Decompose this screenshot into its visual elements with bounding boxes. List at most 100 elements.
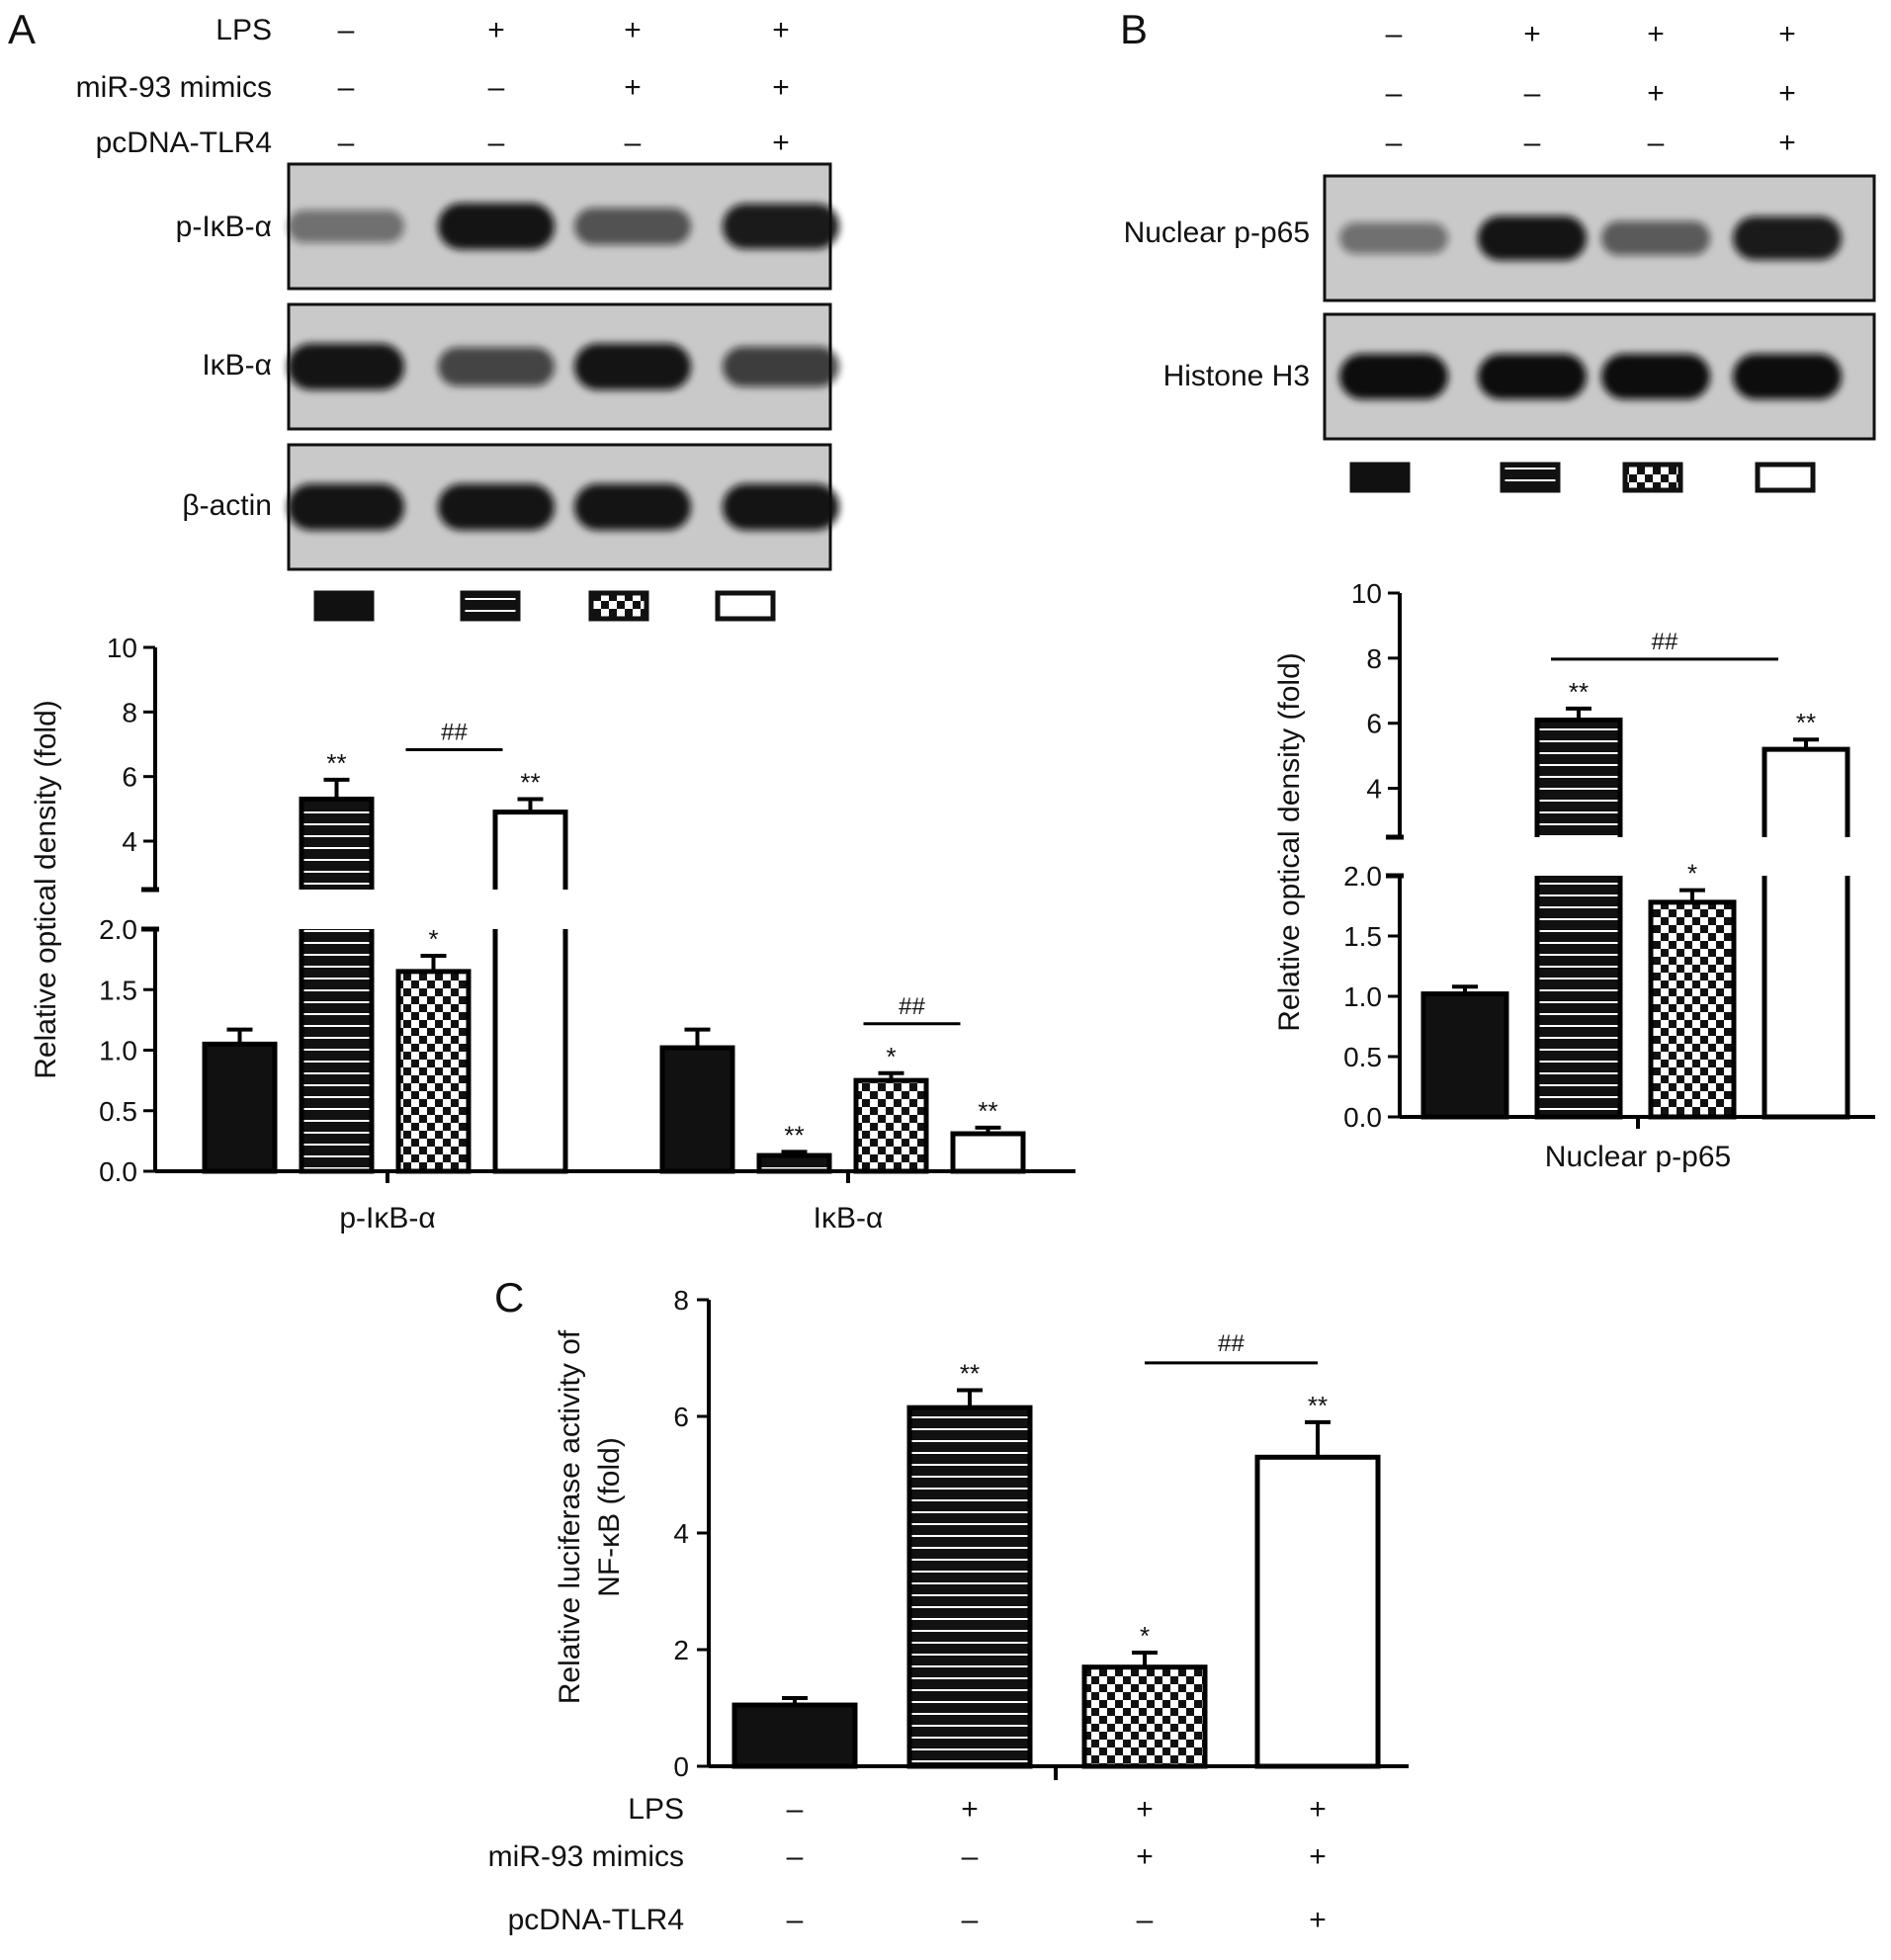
chart-c-bar-2 [1081, 1664, 1208, 1769]
chart-b-bar-0-3-sig: ** [1796, 708, 1816, 737]
a-band-0-3 [723, 204, 839, 249]
chart-c-ytick-label-2: 4 [673, 1518, 689, 1549]
a-sign-1-1: – [488, 71, 505, 104]
chart-a-bar-0-0 [202, 1041, 278, 1174]
chart-a-ylabel: Relative optical density (fold) [30, 700, 62, 1079]
chart-b-ytick-label-lower-1: 0.5 [1343, 1042, 1382, 1072]
b-sign-0-3: + [1778, 18, 1796, 50]
panel-a-blots [287, 162, 839, 571]
c-condition-label-mir93: miR-93 mimics [488, 1840, 684, 1873]
chart-b-ytick-label-lower-0: 0.0 [1343, 1102, 1382, 1133]
a-sign-1-3: + [772, 71, 790, 104]
chart-a-bar-0-3-sig: ** [520, 768, 540, 798]
a-sign-2-2: – [625, 127, 642, 159]
chart-a-bar-1-1-sig: ** [784, 1120, 804, 1150]
chart-b-ytick-label-upper-3: 10 [1351, 578, 1382, 609]
chart-a-ytick-label-upper-1: 6 [122, 762, 137, 793]
chart-c-ytick-label-0: 0 [673, 1751, 689, 1782]
c-sign-2-2: – [1137, 1904, 1154, 1936]
chart-a-bar-0-2 [395, 969, 472, 1174]
chart-a-ytick-label-lower-4: 2.0 [99, 914, 137, 945]
chart-b-bar-0-1-sig: ** [1569, 677, 1589, 707]
b-band-0-1 [1478, 215, 1587, 261]
chart-c-bracket-label-0: ## [1218, 1330, 1245, 1357]
b-band-0-3 [1733, 216, 1842, 260]
a-sign-0-1: + [487, 14, 505, 46]
chart-a-bar-0-3-lower [495, 929, 565, 1171]
b-sign-1-0: – [1386, 77, 1403, 110]
chart-a-bar-0-2-sig: * [428, 924, 438, 954]
chart-a-bar-0-1-lower [301, 929, 372, 1171]
a-sign-0-0: – [338, 14, 355, 46]
chart-b-bar-0-1-upper [1537, 720, 1620, 837]
c-sign-2-3: + [1309, 1904, 1327, 1936]
chart-a-ytick-label-lower-0: 0.0 [99, 1156, 137, 1187]
chart-a-bracket-label-1: ## [899, 993, 925, 1020]
chart-b-ytick-label-upper-2: 8 [1366, 643, 1382, 674]
b-legend-swatch-2 [1622, 462, 1683, 493]
blot-label-nuclear-p-p65: Nuclear p-p65 [1124, 216, 1310, 249]
a-sign-2-1: – [488, 127, 505, 159]
c-sign-0-2: + [1136, 1793, 1154, 1826]
chart-a-ytick-label-lower-3: 1.5 [99, 975, 137, 1005]
chart-b-bar-0-1-lower [1537, 876, 1620, 1117]
chart-c-bar-2-sig: * [1140, 1621, 1150, 1651]
a-legend-swatch-2 [588, 590, 649, 622]
a-band-1-3 [723, 346, 839, 387]
c-sign-1-2: + [1136, 1840, 1154, 1873]
chart-b-xcat-0: Nuclear p-p65 [1545, 1141, 1731, 1173]
condition-label-mir93: miR-93 mimics [76, 71, 272, 104]
b-sign-2-3: + [1778, 127, 1796, 159]
b-sign-0-2: + [1647, 18, 1665, 50]
a-band-1-0 [288, 343, 404, 390]
chart-a-bar-0-3-upper [495, 811, 565, 890]
condition-label-pcdna: pcDNA-TLR4 [96, 127, 272, 159]
a-legend-swatch-3 [715, 590, 776, 622]
panel-label-b: B [1120, 6, 1148, 52]
chart-b-ylabel: Relative optical density (fold) [1273, 652, 1306, 1032]
chart-b-bar-0-3-lower-outline [1762, 876, 1850, 1120]
b-sign-2-1: – [1524, 127, 1541, 159]
b-sign-0-1: + [1523, 18, 1541, 50]
c-sign-2-0: – [787, 1904, 804, 1936]
chart-b-bar-0-3-lower [1764, 876, 1848, 1117]
a-sign-0-3: + [772, 14, 790, 46]
chart-c-ytick-label-3: 6 [673, 1402, 689, 1432]
c-sign-0-3: + [1309, 1793, 1327, 1826]
chart-a-ytick-label-upper-2: 8 [122, 697, 137, 727]
panel-label-a: A [8, 6, 36, 52]
chart-b-bar-0-0 [1420, 991, 1509, 1120]
a-legend-swatch-1 [460, 590, 521, 622]
panel-label-c: C [494, 1274, 524, 1321]
chart-b-ytick-label-upper-1: 6 [1366, 709, 1382, 739]
a-band-0-0 [288, 210, 404, 243]
chart-c-ytick-label-1: 2 [673, 1635, 689, 1665]
a-band-1-2 [574, 343, 691, 390]
panel-a-condition-signs: – + + + – – + + – – – + [338, 14, 790, 159]
b-sign-0-0: – [1386, 18, 1403, 50]
chart-a-ytick-label-lower-2: 1.0 [99, 1036, 137, 1066]
chart-c-ylabel-line2: NF-κB (fold) [593, 1437, 626, 1597]
chart-b-ytick-label-lower-4: 2.0 [1343, 861, 1382, 892]
chart-a-bar-0-1-lower-outline [299, 929, 375, 1174]
c-sign-1-0: – [787, 1840, 804, 1873]
b-sign-2-2: – [1648, 127, 1665, 159]
c-sign-0-1: + [961, 1793, 979, 1826]
panel-c-condition-labels: LPS miR-93 mimics pcDNA-TLR4 [488, 1793, 684, 1936]
c-sign-1-3: + [1309, 1840, 1327, 1873]
c-condition-label-lps: LPS [628, 1793, 684, 1826]
panel-b-condition-signs: – + + + – – + + – – – + [1386, 18, 1796, 159]
b-band-0-0 [1339, 222, 1448, 254]
chart-c-bar-1 [906, 1405, 1033, 1769]
chart-b-bar-0-1-lower-outline [1534, 876, 1623, 1120]
panel-a-blot-labels: p-IκB-α IκB-α β-actin [176, 211, 272, 522]
a-band-1-1 [438, 347, 555, 386]
chart-b-bar-0-2 [1648, 899, 1737, 1120]
chart-b-ytick-label-lower-3: 1.5 [1343, 921, 1382, 952]
blot-label-beta-actin: β-actin [182, 489, 272, 522]
chart-c-bar-1-sig: ** [960, 1358, 980, 1388]
chart-b-bracket-label-0: ## [1652, 629, 1678, 655]
blot-label-p-ikba: p-IκB-α [176, 211, 272, 243]
